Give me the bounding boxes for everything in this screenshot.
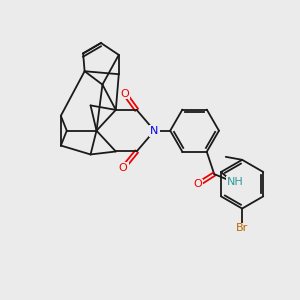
Text: O: O	[194, 179, 202, 190]
Text: Br: Br	[236, 224, 248, 233]
Text: O: O	[119, 163, 128, 173]
Text: O: O	[120, 88, 129, 98]
Text: NH: NH	[227, 176, 244, 187]
Text: N: N	[150, 126, 159, 136]
